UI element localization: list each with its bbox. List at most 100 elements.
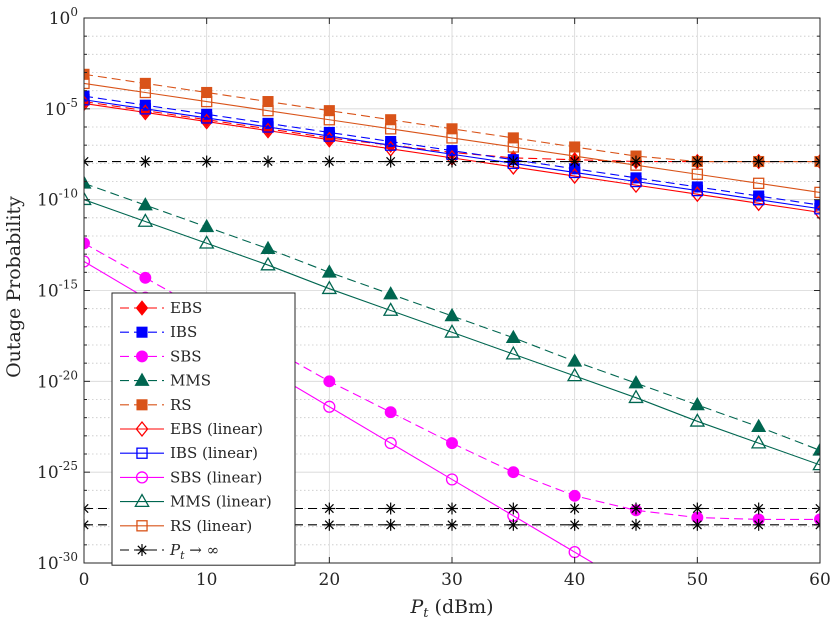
marker-circle [446, 437, 458, 450]
legend-label: MMS (linear) [170, 493, 272, 511]
marker-square [814, 203, 820, 215]
marker-triangle [812, 456, 820, 471]
marker-asterisk [384, 518, 397, 531]
marker-asterisk-stroke [815, 520, 820, 526]
marker-triangle [505, 345, 522, 360]
series-mms [84, 175, 820, 456]
marker-asterisk [691, 155, 704, 168]
marker-asterisk-stroke [202, 156, 212, 167]
legend-label: SBS [170, 347, 202, 365]
marker-asterisk-stroke [631, 156, 641, 167]
marker-square [84, 68, 90, 80]
marker-asterisk [568, 155, 581, 168]
marker-square [136, 326, 148, 338]
marker-asterisk [630, 502, 642, 515]
marker-triangle [750, 434, 767, 449]
marker-asterisk [507, 502, 520, 515]
y-tick-label: 100 [49, 5, 78, 29]
marker-asterisk-stroke [815, 503, 820, 510]
marker-diamond [261, 122, 275, 139]
marker-asterisk [752, 502, 765, 515]
y-tick-base: 10 [37, 554, 59, 574]
marker-asterisk [323, 155, 336, 168]
marker-asterisk [814, 502, 820, 515]
legend-label: RS [170, 396, 192, 414]
marker-square [691, 184, 704, 197]
marker-asterisk [323, 518, 336, 531]
marker-triangle [321, 264, 337, 278]
series-line [84, 99, 820, 210]
marker-square [446, 132, 458, 144]
marker-circle [136, 350, 148, 363]
marker-asterisk [384, 155, 397, 168]
series-line [84, 199, 820, 466]
marker-circle [568, 489, 581, 502]
marker-triangle [505, 329, 521, 343]
marker-triangle [260, 256, 276, 271]
marker-asterisk [446, 502, 458, 515]
marker-triangle [751, 418, 767, 433]
marker-asterisk-stroke [631, 503, 641, 514]
x-tick-label: 10 [196, 570, 218, 590]
marker-asterisk-stroke [754, 520, 764, 530]
marker-asterisk [84, 502, 90, 515]
legend-entry: SBS [120, 347, 202, 365]
marker-asterisk-stroke [692, 520, 702, 530]
legend-label-rest: → ∞ [185, 541, 220, 559]
marker-asterisk-stroke [386, 156, 396, 167]
marker-asterisk-stroke [815, 507, 820, 514]
marker-triangle [689, 396, 705, 411]
marker-triangle [689, 412, 706, 427]
marker-square [262, 121, 274, 133]
marker-triangle [134, 493, 150, 508]
axes: 0 10 20 30 40 50 6010010-510-1010-1510-2010-25… [37, 5, 830, 590]
marker-diamond [84, 95, 91, 112]
marker-square [136, 520, 148, 532]
marker-asterisk-stroke [137, 545, 147, 555]
y-tick-base: 10 [45, 100, 67, 120]
marker-asterisk [262, 155, 274, 168]
marker-square [384, 123, 397, 135]
marker-square [139, 77, 151, 89]
marker-asterisk-stroke [508, 503, 518, 514]
marker-diamond [200, 113, 214, 130]
marker-circle [384, 406, 397, 419]
marker-asterisk [446, 518, 458, 531]
legend-entry: Pt → ∞ [120, 541, 219, 562]
marker-asterisk-stroke [631, 520, 641, 530]
marker-triangle [567, 353, 583, 367]
legend-label: IBS [170, 323, 197, 341]
marker-circle [323, 400, 336, 413]
marker-diamond [568, 168, 582, 185]
marker-asterisk [568, 502, 581, 515]
marker-square [385, 114, 397, 126]
marker-square [262, 104, 274, 117]
y-tick-exponent: -15 [59, 278, 78, 292]
y-tick-label: 10-5 [45, 96, 78, 120]
marker-triangle [84, 175, 92, 189]
marker-square [569, 141, 581, 153]
series-rs-linear- [84, 77, 820, 199]
marker-asterisk-stroke [386, 503, 396, 514]
legend-entry: MMS (linear) [120, 493, 272, 511]
marker-diamond [813, 204, 820, 221]
marker-asterisk-stroke [570, 156, 580, 167]
y-axis-title: Outage Probability [3, 196, 25, 378]
x-tick-label: 40 [564, 570, 586, 590]
x-tick-label: 60 [809, 570, 830, 590]
marker-square [446, 123, 458, 135]
marker-circle [135, 471, 149, 484]
legend-label: Pt → ∞ [169, 541, 219, 562]
marker-square [201, 86, 213, 99]
marker-asterisk-stroke [570, 520, 580, 530]
legend-label-main: P [169, 541, 181, 559]
marker-asterisk [630, 155, 642, 168]
marker-asterisk-stroke [815, 160, 820, 167]
marker-asterisk [139, 155, 152, 168]
y-tick-label: 10-30 [37, 550, 78, 574]
marker-asterisk-stroke [324, 156, 334, 167]
marker-asterisk [691, 518, 704, 531]
y-tick-exponent: -5 [66, 96, 78, 110]
marker-square [752, 193, 765, 206]
